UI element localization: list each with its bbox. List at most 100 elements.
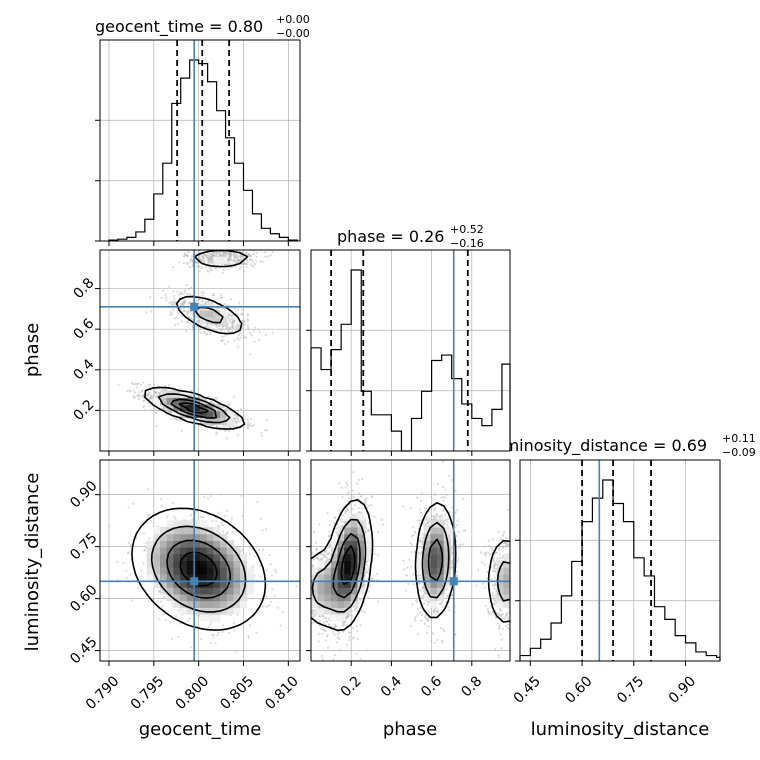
joint-geocent-time-vs-phase-sample xyxy=(171,312,174,315)
joint-geocent-time-vs-luminosity-distance-sample xyxy=(247,634,250,638)
joint-geocent-time-vs-luminosity-distance-density-cell xyxy=(206,540,214,548)
joint-geocent-time-vs-luminosity-distance-sample xyxy=(178,609,181,612)
joint-geocent-time-vs-luminosity-distance-density-cell xyxy=(173,560,181,568)
joint-geocent-time-vs-luminosity-distance-sample xyxy=(174,517,177,521)
joint-phase-vs-luminosity-distance-sample xyxy=(308,641,310,643)
joint-geocent-time-vs-phase-density-cell xyxy=(213,310,221,318)
joint-geocent-time-vs-phase-sample xyxy=(133,391,137,394)
joint-geocent-time-vs-phase-sample xyxy=(160,296,163,299)
joint-phase-vs-luminosity-distance-sample xyxy=(321,658,324,661)
joint-phase-vs-luminosity-distance-sample xyxy=(321,552,324,556)
joint-geocent-time-vs-phase-sample xyxy=(221,271,224,274)
joint-geocent-time-vs-luminosity-distance-density-cell xyxy=(240,600,248,608)
joint-phase-vs-luminosity-distance-sample xyxy=(414,619,417,622)
joint-phase-vs-luminosity-distance-sample xyxy=(306,620,308,622)
joint-phase-vs-luminosity-distance-sample xyxy=(303,629,305,631)
joint-phase-vs-luminosity-distance-sample xyxy=(303,607,305,609)
joint-geocent-time-vs-luminosity-distance-density-cell xyxy=(146,560,154,568)
joint-geocent-time-vs-phase-sample xyxy=(242,313,245,316)
joint-phase-vs-luminosity-distance-sample xyxy=(358,598,361,601)
joint-geocent-time-vs-phase-sample xyxy=(164,388,168,391)
joint-phase-vs-luminosity-distance-sample xyxy=(306,591,308,593)
joint-phase-vs-luminosity-distance-sample xyxy=(311,563,314,567)
joint-geocent-time-vs-phase-sample xyxy=(248,424,251,427)
joint-geocent-time-vs-phase-sample xyxy=(263,428,266,432)
joint-geocent-time-vs-phase-sample xyxy=(200,266,204,269)
joint-geocent-time-vs-luminosity-distance-sample xyxy=(255,631,258,634)
joint-geocent-time-vs-luminosity-distance-sample xyxy=(268,604,271,607)
joint-phase-vs-luminosity-distance-sample xyxy=(376,554,380,557)
joint-phase-vs-luminosity-distance-sample xyxy=(442,499,445,502)
joint-geocent-time-vs-luminosity-distance-density-cell xyxy=(173,587,181,595)
joint-geocent-time-vs-luminosity-distance-density-cell xyxy=(193,540,201,548)
joint-geocent-time-vs-luminosity-distance-sample xyxy=(251,597,254,600)
joint-geocent-time-vs-luminosity-distance-sample xyxy=(209,494,212,498)
joint-geocent-time-vs-phase-sample xyxy=(216,254,219,257)
joint-geocent-time-vs-phase-sample xyxy=(243,418,246,421)
joint-phase-vs-luminosity-distance-sample xyxy=(333,623,337,626)
joint-geocent-time-vs-phase-density-cell xyxy=(193,404,201,412)
joint-geocent-time-vs-luminosity-distance-sample xyxy=(222,624,225,627)
joint-phase-vs-luminosity-distance-sample xyxy=(351,614,354,617)
joint-geocent-time-vs-luminosity-distance-sample xyxy=(266,583,269,586)
joint-geocent-time-vs-phase-sample xyxy=(242,266,245,270)
joint-geocent-time-vs-luminosity-distance-density-cell xyxy=(153,553,161,561)
joint-phase-vs-luminosity-distance-sample xyxy=(342,514,345,517)
joint-geocent-time-vs-phase-sample xyxy=(202,291,206,294)
joint-geocent-time-vs-luminosity-distance-contour-2 xyxy=(166,539,231,599)
joint-geocent-time-vs-luminosity-distance-sample xyxy=(207,625,210,628)
joint-geocent-time-vs-phase-sample xyxy=(265,419,269,422)
joint-geocent-time-vs-luminosity-distance-sample xyxy=(158,618,161,621)
joint-geocent-time-vs-phase-sample xyxy=(196,319,199,322)
joint-geocent-time-vs-phase-sample xyxy=(191,393,194,396)
joint-phase-vs-luminosity-distance-sample xyxy=(354,504,357,507)
joint-geocent-time-vs-luminosity-distance-sample xyxy=(276,606,279,609)
joint-geocent-time-vs-phase-sample xyxy=(240,308,243,311)
joint-geocent-time-vs-luminosity-distance-sample xyxy=(136,587,139,590)
joint-geocent-time-vs-phase-sample xyxy=(183,301,186,304)
joint-phase-vs-luminosity-distance-sample xyxy=(305,586,307,588)
joint-geocent-time-vs-phase-sample xyxy=(185,329,188,332)
joint-geocent-time-vs-luminosity-distance-sample xyxy=(152,598,155,601)
joint-phase-vs-luminosity-distance-sample xyxy=(300,591,302,593)
joint-geocent-time-vs-phase-sample xyxy=(236,323,239,326)
joint-geocent-time-vs-luminosity-distance-density-cell xyxy=(160,553,168,561)
joint-geocent-time-vs-luminosity-distance-sample xyxy=(140,569,143,572)
joint-geocent-time-vs-phase-sample xyxy=(215,424,219,427)
joint-phase-vs-luminosity-distance-sample xyxy=(305,602,307,604)
joint-geocent-time-vs-luminosity-distance-density-cell xyxy=(193,553,201,561)
joint-geocent-time-vs-luminosity-distance-density-cell xyxy=(220,547,228,555)
joint-geocent-time-vs-luminosity-distance-sample xyxy=(259,575,262,578)
joint-phase-vs-luminosity-distance-sample xyxy=(326,620,329,623)
joint-geocent-time-vs-phase-sample xyxy=(143,409,146,412)
joint-phase-vs-luminosity-distance-sample xyxy=(348,497,351,500)
joint-geocent-time-vs-luminosity-distance-density-cell xyxy=(173,594,181,602)
joint-geocent-time-vs-phase-sample xyxy=(154,411,158,414)
joint-phase-vs-luminosity-distance-sample xyxy=(351,489,355,492)
joint-geocent-time-vs-luminosity-distance-density-cell xyxy=(160,547,168,555)
joint-geocent-time-vs-phase-sample xyxy=(229,426,232,429)
joint-geocent-time-vs-phase-sample xyxy=(219,329,222,332)
joint-geocent-time-vs-phase-sample xyxy=(213,254,216,257)
joint-geocent-time-vs-phase-sample xyxy=(153,383,156,386)
joint-geocent-time-vs-luminosity-distance-sample xyxy=(259,518,262,521)
joint-phase-vs-luminosity-distance-sample xyxy=(333,521,336,525)
joint-geocent-time-vs-luminosity-distance-density-cell xyxy=(180,567,188,575)
joint-geocent-time-vs-phase-sample xyxy=(219,251,222,254)
joint-phase-vs-luminosity-distance-sample xyxy=(307,578,309,580)
joint-phase-vs-luminosity-distance-sample xyxy=(346,500,350,503)
title-luminosity-distance: luminosity_distance = 0.69 +0.11 −0.09 xyxy=(489,427,760,459)
joint-geocent-time-vs-luminosity-distance-density-cell xyxy=(166,560,174,568)
joint-phase-vs-luminosity-distance-sample xyxy=(305,591,307,593)
joint-geocent-time-vs-phase-sample xyxy=(220,294,223,297)
joint-phase-vs-luminosity-distance-sample xyxy=(304,620,306,622)
joint-geocent-time-vs-phase-sample xyxy=(220,339,223,343)
joint-geocent-time-vs-luminosity-distance-density-cell xyxy=(220,560,228,568)
joint-phase-vs-luminosity-distance-sample xyxy=(417,576,420,580)
joint-phase-vs-luminosity-distance-sample xyxy=(339,648,342,651)
joint-phase-vs-luminosity-distance-sample xyxy=(426,603,429,606)
joint-geocent-time-vs-phase-sample xyxy=(197,256,200,259)
joint-geocent-time-vs-luminosity-distance-sample xyxy=(225,509,229,512)
joint-geocent-time-vs-phase-sample xyxy=(239,407,243,410)
joint-geocent-time-vs-phase-sample xyxy=(229,318,232,321)
